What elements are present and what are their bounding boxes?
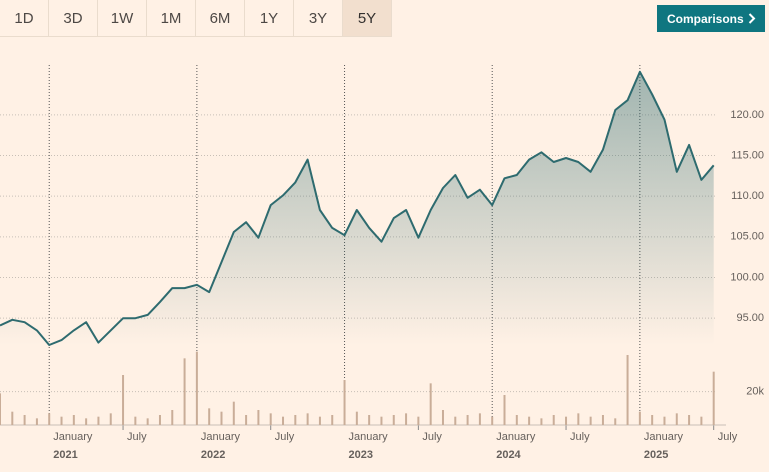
volume-bar: [589, 416, 592, 425]
volume-bar: [491, 416, 494, 425]
x-tick-label: July: [422, 431, 442, 443]
volume-bar: [368, 415, 371, 425]
volume-bar: [601, 415, 604, 425]
volume-bar: [257, 410, 260, 425]
volume-bar: [0, 393, 1, 425]
range-button[interactable]: 1Y: [245, 0, 294, 37]
volume-bar: [712, 371, 715, 425]
range-button[interactable]: 1D: [0, 0, 49, 37]
x-tick-label: January: [201, 431, 241, 443]
x-tick-label: July: [275, 431, 295, 443]
range-button[interactable]: 3Y: [294, 0, 343, 37]
volume-bar: [97, 416, 100, 425]
x-tick-label: January: [349, 431, 389, 443]
volume-bar: [478, 413, 481, 425]
x-tick-label: July: [127, 431, 147, 443]
volume-bar: [208, 408, 211, 425]
volume-bar: [528, 416, 531, 425]
volume-bar: [651, 415, 654, 425]
y-tick-label: 100.00: [730, 271, 764, 283]
range-selector: 1D 3D 1W 1M 6M 1Y 3Y 5Y: [0, 0, 392, 37]
volume-bar: [245, 415, 248, 425]
volume-bar: [540, 418, 543, 425]
volume-bar: [552, 415, 555, 425]
volume-bar: [331, 415, 334, 425]
volume-bar: [343, 380, 346, 425]
volume-bar: [614, 418, 617, 425]
volume-bar: [72, 415, 75, 425]
y-tick-label: 105.00: [730, 231, 764, 243]
volume-bar: [454, 416, 457, 425]
volume-bar: [417, 416, 420, 425]
price-area: [0, 71, 714, 346]
volume-bar: [306, 413, 309, 425]
volume-bar: [355, 411, 358, 425]
range-button[interactable]: 3D: [49, 0, 98, 37]
x-year-label: 2025: [644, 449, 668, 461]
volume-bar: [109, 413, 112, 425]
volume-bar: [35, 418, 38, 425]
volume-bar: [392, 415, 395, 425]
volume-bar: [158, 415, 161, 425]
volume-bar: [60, 416, 63, 425]
y2-tick-label: 20k: [746, 386, 764, 398]
volume-bar: [294, 415, 297, 425]
volume-bar: [515, 415, 518, 425]
volume-bar: [23, 415, 26, 425]
volume-bar: [577, 413, 580, 425]
x-tick-label: January: [644, 431, 684, 443]
volume-bar: [638, 411, 641, 425]
y-tick-label: 95.00: [736, 312, 764, 324]
x-tick-label: July: [718, 431, 738, 443]
range-button[interactable]: 1W: [98, 0, 147, 37]
volume-bar: [380, 416, 383, 425]
volume-bar: [11, 411, 14, 425]
volume-bar: [663, 416, 666, 425]
volume-bar: [675, 413, 678, 425]
volume-bar: [503, 395, 506, 425]
volume-bar: [441, 410, 444, 425]
y-tick-label: 110.00: [731, 190, 764, 202]
volume-bar: [688, 415, 691, 425]
button-label: Comparisons: [667, 11, 744, 26]
volume-bar: [48, 413, 51, 425]
volume-bar: [134, 416, 137, 425]
x-tick-label: January: [496, 431, 536, 443]
volume-bar: [171, 410, 174, 425]
y-tick-label: 120.00: [730, 109, 764, 121]
volume-bar: [220, 411, 223, 425]
range-button[interactable]: 5Y: [343, 0, 392, 37]
volume-bar: [405, 413, 408, 425]
volume-bar: [183, 358, 186, 425]
x-year-label: 2023: [349, 449, 373, 461]
x-year-label: 2024: [496, 449, 521, 461]
volume-bar: [429, 383, 432, 425]
volume-bar: [565, 416, 568, 425]
x-year-label: 2021: [53, 449, 77, 461]
volume-bar: [269, 413, 272, 425]
range-button[interactable]: 1M: [147, 0, 196, 37]
comparisons-button[interactable]: Comparisons: [657, 5, 765, 32]
chevron-icon: [748, 13, 756, 24]
x-tick-label: January: [53, 431, 93, 443]
price-line: [0, 70, 715, 346]
volume-bar: [146, 418, 149, 425]
volume-bar: [626, 355, 629, 425]
volume-bar: [122, 375, 125, 425]
volume-bar: [282, 416, 285, 425]
y-tick-label: 115.00: [731, 149, 764, 161]
x-tick-label: July: [570, 431, 590, 443]
volume-bar: [85, 418, 88, 425]
volume-bar: [318, 416, 321, 425]
volume-bar: [700, 416, 703, 425]
range-button[interactable]: 6M: [196, 0, 245, 37]
x-year-label: 2022: [201, 449, 225, 461]
volume-bar: [466, 415, 469, 425]
volume-bar: [195, 351, 198, 425]
volume-bar: [232, 401, 235, 425]
